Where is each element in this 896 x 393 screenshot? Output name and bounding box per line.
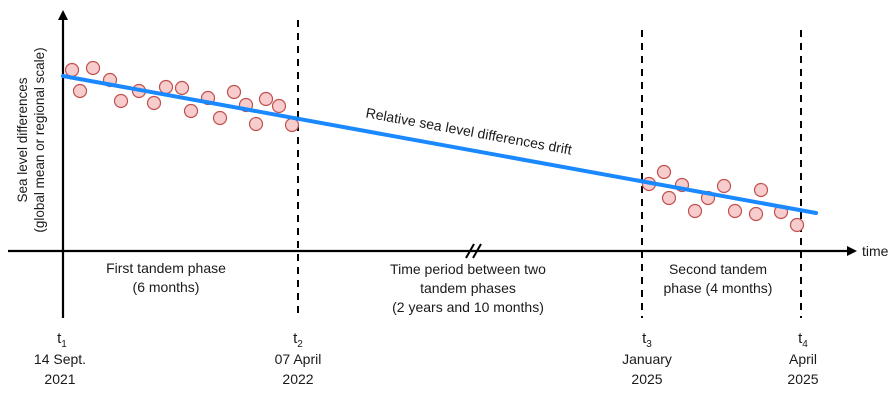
phase-label-second-line1: Second tandem: [669, 261, 767, 277]
data-point: [248, 116, 264, 132]
data-point: [258, 91, 274, 107]
marker-t1-date-line2: 2021: [44, 371, 75, 387]
data-point: [174, 80, 190, 96]
marker-t4-label: t4: [798, 330, 808, 350]
marker-t2-date-line2: 2022: [282, 371, 313, 387]
data-point: [85, 60, 101, 76]
data-point: [146, 95, 162, 111]
marker-t3-date-line2: 2025: [631, 371, 662, 387]
phase-label-second: Second tandem phase (4 months): [664, 261, 773, 296]
data-point: [727, 203, 743, 219]
phase-label-second-line2: phase (4 months): [664, 280, 773, 296]
data-point: [183, 103, 199, 119]
data-point: [687, 203, 703, 219]
marker-t4-date-line1: April: [789, 351, 817, 367]
data-point: [748, 206, 764, 222]
data-point: [64, 62, 80, 78]
y-axis-label: Sea level differences (global mean or re…: [15, 47, 47, 232]
axis-break-icon: [465, 243, 482, 259]
marker-t4: t4 April 2025: [787, 330, 818, 387]
data-point: [226, 84, 242, 100]
phase-label-between: Time period between two tandem phases (2…: [390, 261, 546, 315]
phase-label-first-line2: (6 months): [133, 279, 200, 295]
y-axis-label-line2: (global mean or regional scale): [32, 47, 47, 232]
data-point: [753, 182, 769, 198]
marker-t2-label: t2: [293, 330, 303, 350]
phase-label-first: First tandem phase (6 months): [106, 260, 226, 295]
marker-t1-label: t1: [57, 330, 67, 350]
marker-t1-date-line1: 14 Sept.: [34, 351, 86, 367]
phase-label-first-line1: First tandem phase: [106, 260, 226, 276]
data-point: [212, 110, 228, 126]
data-point: [661, 190, 677, 206]
data-point: [789, 217, 805, 233]
data-point: [271, 98, 287, 114]
data-point: [113, 93, 129, 109]
phase-label-between-line2: tandem phases: [420, 280, 516, 296]
data-point: [158, 79, 174, 95]
phase-label-between-line1: Time period between two: [390, 261, 546, 277]
trend-line: [61, 74, 818, 215]
marker-t3-label: t3: [642, 330, 652, 350]
data-point: [72, 83, 88, 99]
data-point: [716, 178, 732, 194]
data-point: [656, 164, 672, 180]
x-axis-label: time: [862, 243, 889, 259]
marker-t2: t2 07 April 2022: [275, 330, 322, 387]
marker-t4-date-line2: 2025: [787, 371, 818, 387]
data-points: [64, 60, 805, 233]
marker-t2-date-line1: 07 April: [275, 351, 322, 367]
marker-t1: t1 14 Sept. 2021: [34, 330, 86, 387]
marker-t3: t3 January 2025: [622, 330, 672, 387]
y-axis-label-line1: Sea level differences: [15, 77, 30, 202]
phase-label-between-line3: (2 years and 10 months): [392, 299, 544, 315]
marker-t3-date-line1: January: [622, 351, 672, 367]
